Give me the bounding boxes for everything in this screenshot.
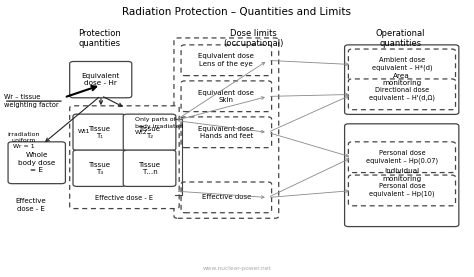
Text: Effective dose - E: Effective dose - E <box>95 195 154 201</box>
Text: Tissue
T…n: Tissue T…n <box>138 161 161 175</box>
Text: Tissue
T₃: Tissue T₃ <box>88 161 110 175</box>
Text: Personal dose
equivalent – Hp(0.07): Personal dose equivalent – Hp(0.07) <box>366 150 438 164</box>
FancyBboxPatch shape <box>181 45 272 76</box>
Text: Whole
body dose
= E: Whole body dose = E <box>18 152 55 173</box>
Text: Dose limits
(occupational): Dose limits (occupational) <box>223 29 284 48</box>
FancyBboxPatch shape <box>345 45 459 114</box>
FancyBboxPatch shape <box>181 117 272 148</box>
Text: Wt1: Wt1 <box>78 129 91 134</box>
FancyBboxPatch shape <box>348 175 456 206</box>
Text: Equivalent dose
Lens of the eye: Equivalent dose Lens of the eye <box>199 53 254 67</box>
FancyBboxPatch shape <box>348 49 456 80</box>
FancyBboxPatch shape <box>174 38 279 218</box>
FancyBboxPatch shape <box>73 114 126 150</box>
Text: Equivalent
dose - Hr: Equivalent dose - Hr <box>82 73 120 86</box>
FancyBboxPatch shape <box>8 142 65 184</box>
Text: Operational
quantities: Operational quantities <box>376 29 425 48</box>
Text: Radiation Protection – Quantities and Limits: Radiation Protection – Quantities and Li… <box>122 7 352 17</box>
Text: Area
monitoring: Area monitoring <box>382 73 421 86</box>
FancyBboxPatch shape <box>181 182 272 213</box>
FancyBboxPatch shape <box>345 124 459 227</box>
Text: Tissue
T₁: Tissue T₁ <box>88 125 110 139</box>
FancyBboxPatch shape <box>181 81 272 112</box>
Text: Protection
quantities: Protection quantities <box>78 29 121 48</box>
Text: Equivalent dose
Skin: Equivalent dose Skin <box>199 89 254 103</box>
Text: Only parts of
body irradiated
Wt2: Only parts of body irradiated Wt2 <box>135 117 183 135</box>
FancyBboxPatch shape <box>348 79 456 110</box>
FancyBboxPatch shape <box>73 150 126 186</box>
Text: Personal dose
equivalent – Hp(10): Personal dose equivalent – Hp(10) <box>369 183 435 198</box>
Text: Equivalent dose
Hands and feet: Equivalent dose Hands and feet <box>199 125 254 139</box>
Text: Wr – tissue
weighting factor: Wr – tissue weighting factor <box>4 94 58 108</box>
Text: www.nuclear-power.net: www.nuclear-power.net <box>203 266 271 271</box>
Text: Effective
dose - E: Effective dose - E <box>16 198 46 212</box>
FancyBboxPatch shape <box>70 61 132 98</box>
Text: Effective dose: Effective dose <box>201 194 251 200</box>
Text: Directional dose
equivalent – H'(d,Ω): Directional dose equivalent – H'(d,Ω) <box>369 87 435 101</box>
Text: Individual
monitoring: Individual monitoring <box>382 168 421 182</box>
Text: Ambient dose
equivalent – H*(d): Ambient dose equivalent – H*(d) <box>372 57 432 71</box>
Text: irradiation
uniform
Wr = 1: irradiation uniform Wr = 1 <box>8 132 40 149</box>
FancyBboxPatch shape <box>123 150 176 186</box>
FancyBboxPatch shape <box>348 142 456 173</box>
FancyBboxPatch shape <box>70 106 179 209</box>
Text: Tissue
T₂: Tissue T₂ <box>138 125 161 139</box>
FancyBboxPatch shape <box>123 114 176 150</box>
